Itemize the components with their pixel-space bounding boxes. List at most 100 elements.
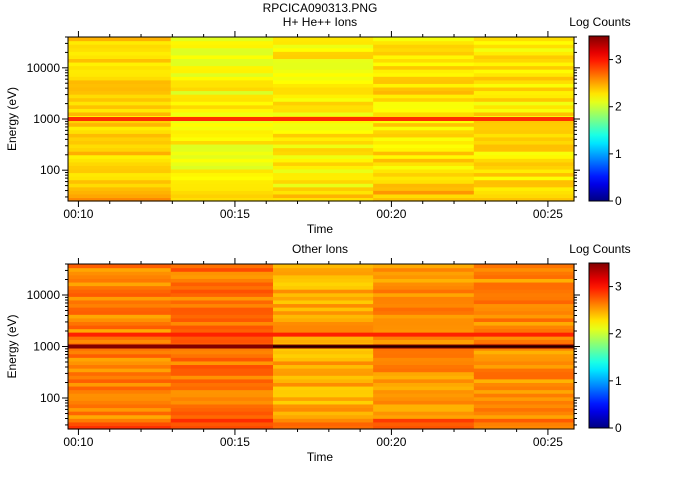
heatmap-cell — [273, 299, 374, 305]
heatmap-cell — [373, 421, 475, 427]
heatmap-cell — [68, 407, 172, 412]
heatmap-cell — [373, 65, 475, 70]
heatmap-cell — [170, 375, 274, 380]
heatmap-cell — [273, 86, 374, 92]
heatmap-cell — [273, 186, 374, 191]
heatmap-cell — [68, 375, 172, 380]
heatmap-cell — [68, 339, 172, 344]
heatmap-cell — [473, 54, 575, 59]
heatmap-cell — [170, 382, 274, 387]
heatmap-cell — [473, 339, 575, 344]
heatmap-cell — [170, 94, 274, 99]
heatmap-cell — [473, 353, 575, 358]
heatmap-cell — [170, 371, 274, 376]
heatmap-cell — [473, 161, 575, 166]
y-axis-label: Energy (eV) — [5, 314, 19, 378]
heatmap-cell — [273, 368, 374, 373]
heatmap-cell — [473, 179, 575, 184]
heatmap-cell — [170, 368, 274, 373]
heatmap-cell — [273, 274, 374, 279]
heatmap-cell — [373, 151, 475, 156]
heatmap-cell — [170, 414, 274, 419]
heatmap-cell — [170, 385, 274, 391]
heatmap-cell — [373, 186, 475, 191]
heatmap-cell — [473, 400, 575, 405]
heatmap-cell — [170, 104, 274, 109]
heatmap-cell — [273, 393, 374, 398]
heatmap-cell — [473, 158, 575, 163]
heatmap-cell — [170, 389, 274, 394]
heatmap-cell — [273, 292, 374, 297]
heatmap-cell — [473, 94, 575, 99]
heatmap-cell — [273, 289, 374, 294]
heatmap-cell — [273, 161, 374, 166]
colorbar-tick-label: 0 — [615, 421, 622, 435]
heatmap-cell — [170, 378, 274, 383]
heatmap-cell — [68, 389, 172, 394]
heatmap-cell — [273, 421, 374, 427]
heatmap-cell — [170, 122, 274, 127]
heatmap-cell — [373, 403, 475, 409]
heatmap-cell — [273, 168, 374, 174]
heatmap-cell — [68, 40, 172, 45]
heatmap-cell — [473, 37, 575, 42]
heatmap-cell — [170, 403, 274, 409]
heatmap-cell — [68, 54, 172, 59]
heatmap-cell — [273, 389, 374, 394]
heatmap-cell — [373, 281, 475, 287]
heatmap-cell — [473, 403, 575, 409]
heatmap-cell — [68, 37, 172, 42]
heatmap-cell — [473, 44, 575, 49]
heatmap-cell — [273, 328, 374, 333]
heatmap-cell — [373, 396, 475, 401]
heatmap-cell — [473, 101, 575, 106]
heatmap-cell — [373, 350, 475, 355]
heatmap-cell — [68, 165, 172, 170]
heatmap-cell — [68, 303, 172, 308]
heatmap-cell — [373, 414, 475, 419]
heatmap-cell — [170, 271, 274, 276]
heatmap-cell — [170, 278, 274, 283]
heatmap-cell — [68, 274, 172, 279]
heatmap-cell — [170, 292, 274, 297]
heatmap-cell — [273, 44, 374, 49]
heatmap-cell — [373, 61, 475, 67]
heatmap-cell — [373, 179, 475, 184]
colorbar-tick-label: 1 — [615, 374, 622, 388]
heatmap-cell — [473, 357, 575, 362]
heatmap-cell — [373, 267, 475, 272]
heatmap-cell — [68, 47, 172, 52]
heatmap-cell — [68, 371, 172, 376]
heatmap-cell — [273, 285, 374, 290]
heatmap-cell — [473, 378, 575, 383]
heatmap-cell — [273, 339, 374, 344]
heatmap-cell — [68, 140, 172, 145]
heatmap-cell — [170, 364, 274, 369]
heatmap-cell — [473, 292, 575, 297]
heatmap-cell — [373, 328, 475, 333]
heatmap-cell — [373, 154, 475, 159]
heatmap-cell — [373, 37, 475, 42]
heatmap-cell — [473, 382, 575, 387]
heatmap-cell — [473, 61, 575, 67]
heatmap-cell — [68, 51, 172, 56]
heatmap-cell — [170, 197, 274, 202]
heatmap-cell — [170, 86, 274, 92]
energy-band — [68, 117, 574, 121]
heatmap-cell — [373, 357, 475, 362]
heatmap-cell — [373, 158, 475, 163]
heatmap-cell — [68, 86, 172, 92]
heatmap-cell — [373, 122, 475, 127]
heatmap-cell — [273, 76, 374, 81]
heatmap-cell — [273, 61, 374, 67]
heatmap-cell — [170, 154, 274, 159]
heatmap-cell — [170, 425, 274, 430]
heatmap-cell — [273, 411, 374, 416]
heatmap-cell — [68, 111, 172, 117]
heatmap-cell — [170, 418, 274, 423]
heatmap-cell — [273, 371, 374, 376]
heatmap-cell — [68, 193, 172, 199]
heatmap-cell — [373, 292, 475, 297]
heatmap-cell — [68, 292, 172, 297]
heatmap-cell — [273, 346, 374, 351]
